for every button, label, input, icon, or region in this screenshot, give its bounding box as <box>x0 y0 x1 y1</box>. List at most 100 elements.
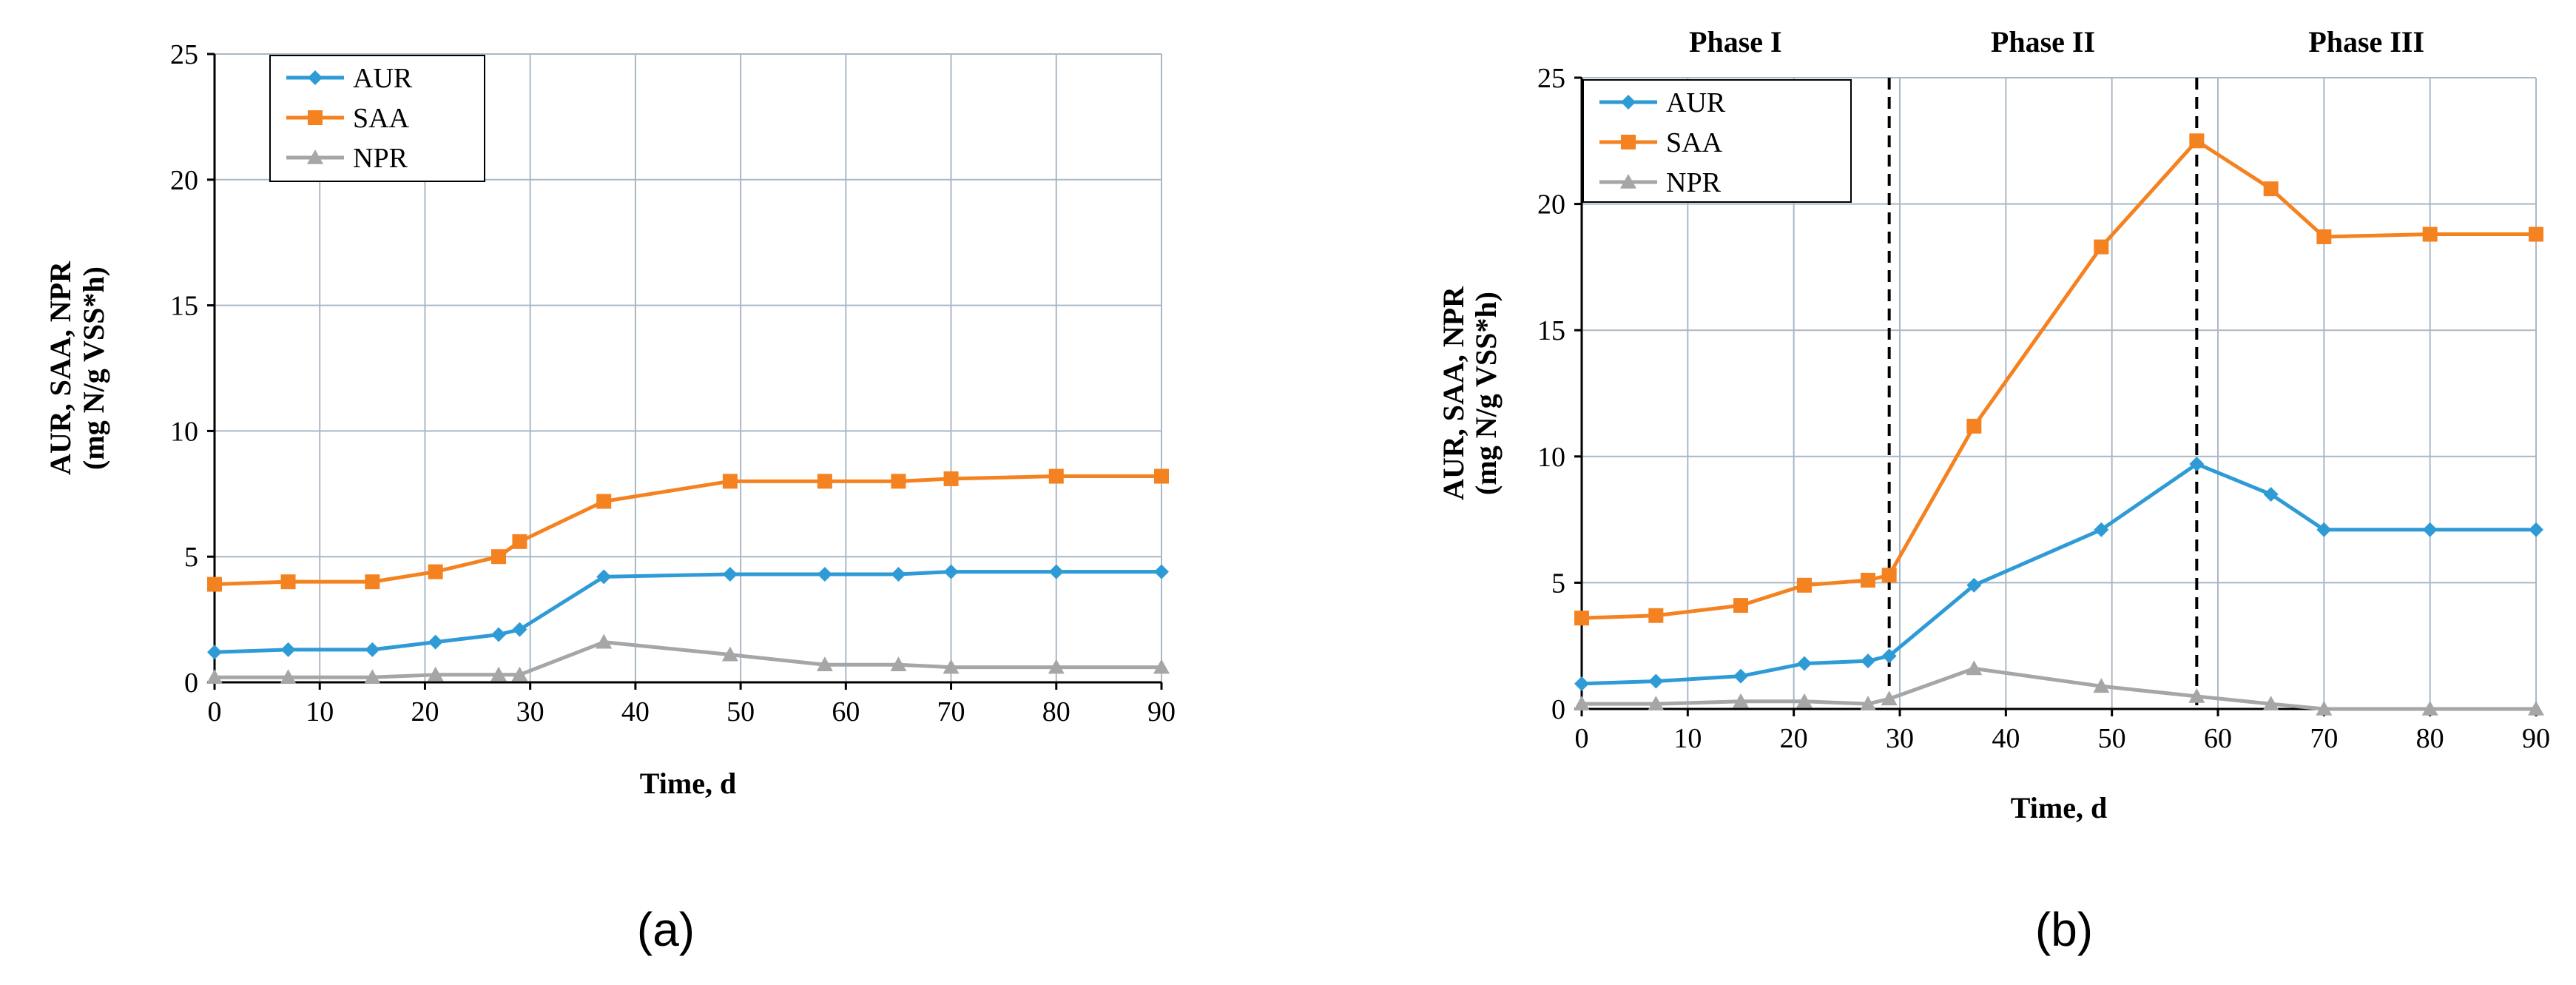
data-point-saa <box>2529 226 2543 242</box>
legend-swatch-marker <box>1620 174 1636 189</box>
x-tick-label: 30 <box>516 696 544 727</box>
data-point-saa <box>491 549 506 565</box>
data-point-npr <box>1048 659 1065 674</box>
y-tick-label: 25 <box>1537 63 1565 94</box>
data-point-saa <box>1648 608 1664 623</box>
y-tick-label: 10 <box>170 416 198 447</box>
data-point-npr <box>1574 696 1590 710</box>
data-point-npr <box>2188 688 2205 703</box>
data-point-npr <box>816 656 833 672</box>
data-point-saa <box>428 564 443 579</box>
x-tick-label: 50 <box>2098 723 2126 754</box>
data-point-saa <box>817 474 832 489</box>
data-point-saa <box>596 494 612 509</box>
x-tick-label: 90 <box>1147 696 1176 727</box>
data-point-saa <box>1574 611 1589 626</box>
data-point-saa <box>891 474 906 489</box>
x-axis-label: Time, d <box>640 767 736 800</box>
data-point-saa <box>2316 229 2332 244</box>
data-point-npr <box>2421 701 2438 716</box>
data-point-npr <box>1733 693 1749 708</box>
data-point-saa <box>1966 418 1982 434</box>
y-tick-label: 0 <box>184 668 198 699</box>
y-axis-label-line2: (mg N/g VSS*h) <box>1469 292 1503 495</box>
x-tick-label: 0 <box>208 696 222 727</box>
data-point-aur <box>2263 486 2279 502</box>
legend-swatch-marker <box>308 70 323 85</box>
data-point-aur <box>943 564 959 579</box>
data-point-npr <box>364 669 381 685</box>
legend-label: AUR <box>353 63 413 94</box>
data-point-saa <box>943 471 959 486</box>
x-tick-label: 10 <box>1673 723 1702 754</box>
x-tick-label: 60 <box>832 696 860 727</box>
data-point-npr <box>596 633 613 649</box>
y-axis-label-line1: AUR, SAA, NPR <box>44 260 77 475</box>
data-point-aur <box>207 645 222 660</box>
data-point-aur <box>428 634 443 650</box>
data-point-npr <box>490 666 507 682</box>
y-tick-label: 5 <box>184 542 198 573</box>
caption-a: (a) <box>637 903 695 956</box>
caption-b: (b) <box>2035 903 2093 956</box>
data-point-aur <box>365 642 380 657</box>
data-point-aur <box>2094 522 2109 537</box>
x-axis-label: Time, d <box>2011 791 2107 824</box>
data-point-aur <box>1966 577 1982 593</box>
x-tick-label: 20 <box>1780 723 1808 754</box>
x-tick-label: 20 <box>411 696 439 727</box>
data-point-npr <box>721 646 738 662</box>
y-tick-label: 25 <box>170 39 198 70</box>
data-point-saa <box>207 576 222 592</box>
data-point-aur <box>2422 522 2438 537</box>
data-point-npr <box>511 666 528 682</box>
data-point-aur <box>1797 656 1812 671</box>
data-point-npr <box>2093 678 2110 693</box>
data-point-aur <box>2316 522 2332 537</box>
data-point-aur <box>1881 648 1897 664</box>
y-tick-label: 0 <box>1551 694 1565 725</box>
data-point-aur <box>1154 564 1169 579</box>
y-tick-label: 10 <box>1537 442 1565 473</box>
legend-label: AUR <box>1666 87 1726 118</box>
data-point-npr <box>2528 701 2544 716</box>
y-tick-label: 15 <box>170 291 198 322</box>
data-point-aur <box>1574 676 1589 691</box>
data-point-npr <box>206 669 223 685</box>
data-point-saa <box>1881 568 1897 583</box>
x-tick-label: 0 <box>1575 723 1589 754</box>
data-point-aur <box>1733 668 1748 684</box>
y-tick-label: 20 <box>170 165 198 196</box>
data-point-saa <box>512 534 527 549</box>
data-point-aur <box>891 566 906 582</box>
phase-label: Phase III <box>2308 25 2424 58</box>
data-point-saa <box>280 574 296 590</box>
data-point-aur <box>1648 673 1664 689</box>
legend-label: SAA <box>353 103 410 134</box>
phase-label: Phase II <box>1991 25 2095 58</box>
legend-label: NPR <box>1666 167 1722 198</box>
data-point-npr <box>1860 696 1876 710</box>
data-point-aur <box>2529 522 2543 537</box>
data-point-aur <box>512 622 527 637</box>
x-tick-label: 40 <box>1992 723 2020 754</box>
x-tick-label: 90 <box>2522 723 2550 754</box>
legend-swatch-marker <box>307 149 323 164</box>
data-point-saa <box>2263 181 2279 197</box>
data-point-aur <box>1048 564 1064 579</box>
data-point-saa <box>1154 468 1169 484</box>
data-point-npr <box>1796 693 1813 708</box>
data-point-npr <box>943 659 960 674</box>
x-tick-label: 50 <box>726 696 755 727</box>
x-tick-label: 80 <box>2416 723 2444 754</box>
data-point-aur <box>280 642 296 657</box>
data-point-saa <box>365 574 380 590</box>
legend-swatch-marker <box>1621 95 1636 110</box>
phase-label: Phase I <box>1689 25 1782 58</box>
data-point-npr <box>1153 659 1170 674</box>
data-point-aur <box>722 566 738 582</box>
data-point-saa <box>722 474 738 489</box>
y-tick-label: 20 <box>1537 189 1565 221</box>
data-point-saa <box>2422 226 2438 242</box>
data-point-aur <box>596 569 612 585</box>
